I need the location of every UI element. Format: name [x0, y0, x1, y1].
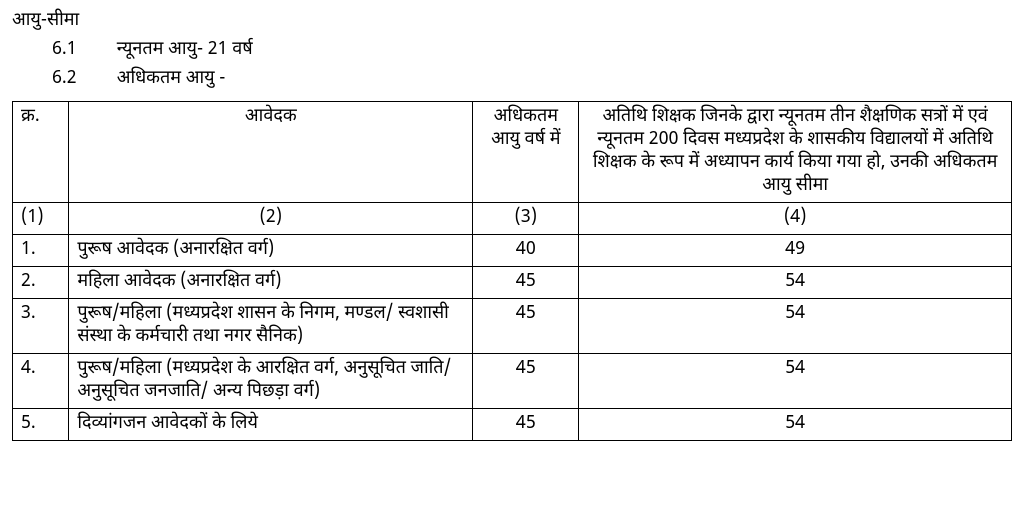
cell-guest: 54 [579, 267, 1012, 299]
cell-sr: 2. [13, 267, 69, 299]
cell-applicant: पुरूष/महिला (मध्यप्रदेश के आरक्षित वर्ग,… [69, 354, 473, 409]
cell-applicant: पुरूष आवेदक (अनारक्षित वर्ग) [69, 235, 473, 267]
cell-guest: 54 [579, 354, 1012, 409]
sub-num: 6.2 [52, 68, 112, 91]
cell-maxage: 45 [473, 409, 579, 441]
cell-applicant: पुरूष/महिला (मध्यप्रदेश शासन के निगम, मण… [69, 299, 473, 354]
th-applicant: आवेदक [69, 102, 473, 203]
th-sr: क्र. [13, 102, 69, 203]
cell-guest: 54 [579, 409, 1012, 441]
cell-guest: 49 [579, 235, 1012, 267]
cell-maxage: 45 [473, 354, 579, 409]
th-guest: अतिथि शिक्षक जिनके द्वारा न्यूनतम तीन शै… [579, 102, 1012, 203]
cell-sr: 1. [13, 235, 69, 267]
sub-num: 6.1 [52, 39, 112, 62]
numcell: (1) [13, 203, 69, 235]
cell-guest: 54 [579, 299, 1012, 354]
numcell: (4) [579, 203, 1012, 235]
table-row: 5. दिव्यांगजन आवेदकों के लिये 45 54 [13, 409, 1012, 441]
cell-sr: 5. [13, 409, 69, 441]
cell-applicant: दिव्यांगजन आवेदकों के लिये [69, 409, 473, 441]
cell-sr: 4. [13, 354, 69, 409]
table-num-row: (1) (2) (3) (4) [13, 203, 1012, 235]
table-row: 2. महिला आवेदक (अनारक्षित वर्ग) 45 54 [13, 267, 1012, 299]
numcell: (3) [473, 203, 579, 235]
table-row: 3. पुरूष/महिला (मध्यप्रदेश शासन के निगम,… [13, 299, 1012, 354]
sub-line-2: 6.2 अधिकतम आयु - [52, 68, 1012, 91]
th-maxage: अधिकतम आयु वर्ष में [473, 102, 579, 203]
numcell: (2) [69, 203, 473, 235]
table-row: 4. पुरूष/महिला (मध्यप्रदेश के आरक्षित वर… [13, 354, 1012, 409]
cell-applicant: महिला आवेदक (अनारक्षित वर्ग) [69, 267, 473, 299]
table-header-row: क्र. आवेदक अधिकतम आयु वर्ष में अतिथि शिक… [13, 102, 1012, 203]
cell-sr: 3. [13, 299, 69, 354]
page-title: आयु-सीमा [12, 10, 1012, 33]
age-limit-table: क्र. आवेदक अधिकतम आयु वर्ष में अतिथि शिक… [12, 101, 1012, 441]
cell-maxage: 40 [473, 235, 579, 267]
sub-text: न्यूनतम आयु- 21 वर्ष [117, 39, 253, 62]
cell-maxage: 45 [473, 267, 579, 299]
cell-maxage: 45 [473, 299, 579, 354]
sub-line-1: 6.1 न्यूनतम आयु- 21 वर्ष [52, 39, 1012, 62]
table-row: 1. पुरूष आवेदक (अनारक्षित वर्ग) 40 49 [13, 235, 1012, 267]
sub-text: अधिकतम आयु - [117, 68, 226, 91]
